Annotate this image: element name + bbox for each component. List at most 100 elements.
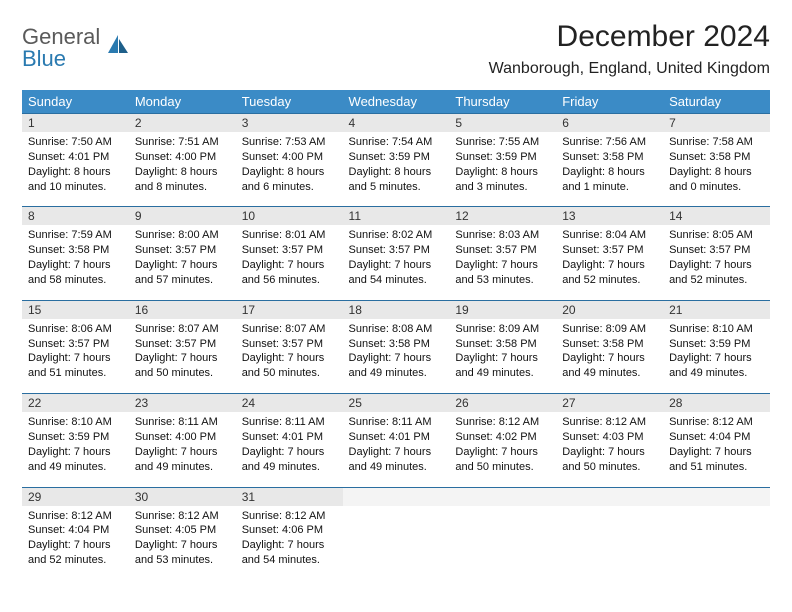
daylight-line-2: and 53 minutes. — [135, 553, 230, 568]
daylight-line-2: and 1 minute. — [562, 180, 657, 195]
daylight-line-1: Daylight: 8 hours — [242, 165, 337, 180]
day-details: Sunrise: 8:01 AMSunset: 3:57 PMDaylight:… — [236, 225, 343, 291]
day-number: 8 — [22, 206, 129, 225]
day-number: 21 — [663, 300, 770, 319]
sunset-line: Sunset: 4:05 PM — [135, 523, 230, 538]
brand-word-top: General — [22, 26, 100, 48]
calendar-table: Sunday Monday Tuesday Wednesday Thursday… — [22, 90, 770, 572]
daylight-line-2: and 49 minutes. — [135, 460, 230, 475]
calendar-day-cell — [663, 487, 770, 572]
empty-day-cell — [343, 487, 450, 506]
day-number: 16 — [129, 300, 236, 319]
sunset-line: Sunset: 4:02 PM — [455, 430, 550, 445]
day-number: 25 — [343, 393, 450, 412]
daylight-line-2: and 57 minutes. — [135, 273, 230, 288]
day-number: 11 — [343, 206, 450, 225]
day-details: Sunrise: 8:07 AMSunset: 3:57 PMDaylight:… — [129, 319, 236, 385]
daylight-line-1: Daylight: 7 hours — [135, 351, 230, 366]
calendar-day-cell — [556, 487, 663, 572]
day-number: 17 — [236, 300, 343, 319]
sunrise-line: Sunrise: 7:50 AM — [28, 135, 123, 150]
sunrise-line: Sunrise: 7:51 AM — [135, 135, 230, 150]
day-number: 3 — [236, 113, 343, 132]
day-details: Sunrise: 8:12 AMSunset: 4:04 PMDaylight:… — [663, 412, 770, 478]
day-details: Sunrise: 7:50 AMSunset: 4:01 PMDaylight:… — [22, 132, 129, 198]
brand-logo: General Blue — [22, 20, 130, 70]
day-details: Sunrise: 8:12 AMSunset: 4:06 PMDaylight:… — [236, 506, 343, 572]
calendar-day-cell: 3Sunrise: 7:53 AMSunset: 4:00 PMDaylight… — [236, 113, 343, 198]
daylight-line-2: and 0 minutes. — [669, 180, 764, 195]
daylight-line-1: Daylight: 8 hours — [669, 165, 764, 180]
sunset-line: Sunset: 3:59 PM — [28, 430, 123, 445]
sunset-line: Sunset: 4:01 PM — [349, 430, 444, 445]
day-details: Sunrise: 8:12 AMSunset: 4:05 PMDaylight:… — [129, 506, 236, 572]
day-number: 28 — [663, 393, 770, 412]
daylight-line-2: and 49 minutes. — [349, 366, 444, 381]
calendar-day-cell: 14Sunrise: 8:05 AMSunset: 3:57 PMDayligh… — [663, 206, 770, 291]
weekday-header: Wednesday — [343, 90, 450, 113]
calendar-day-cell: 25 Sunrise: 8:11 AMSunset: 4:01 PMDayligh… — [343, 393, 450, 478]
calendar-day-cell: 7Sunrise: 7:58 AMSunset: 3:58 PMDaylight… — [663, 113, 770, 198]
day-details: Sunrise: 7:58 AMSunset: 3:58 PMDaylight:… — [663, 132, 770, 198]
sunrise-line: Sunrise: 8:07 AM — [242, 322, 337, 337]
sunrise-line: Sunrise: 7:53 AM — [242, 135, 337, 150]
sunrise-line: Sunrise: 8:05 AM — [669, 228, 764, 243]
daylight-line-2: and 58 minutes. — [28, 273, 123, 288]
calendar-day-cell: 17Sunrise: 8:07 AMSunset: 3:57 PMDayligh… — [236, 300, 343, 385]
sunrise-line: Sunrise: 8:12 AM — [455, 415, 550, 430]
weekday-header: Thursday — [449, 90, 556, 113]
day-details: Sunrise: 8:02 AMSunset: 3:57 PMDaylight:… — [343, 225, 450, 291]
day-details: Sunrise: 8:00 AMSunset: 3:57 PMDaylight:… — [129, 225, 236, 291]
sunset-line: Sunset: 4:00 PM — [135, 430, 230, 445]
daylight-line-2: and 8 minutes. — [135, 180, 230, 195]
sunset-line: Sunset: 3:58 PM — [455, 337, 550, 352]
day-details: Sunrise: 8:11 AMSunset: 4:00 PMDaylight:… — [129, 412, 236, 478]
daylight-line-2: and 49 minutes. — [28, 460, 123, 475]
calendar-day-cell: 26Sunrise: 8:12 AMSunset: 4:02 PMDayligh… — [449, 393, 556, 478]
calendar-day-cell: 4Sunrise: 7:54 AMSunset: 3:59 PMDaylight… — [343, 113, 450, 198]
sunrise-line: Sunrise: 7:56 AM — [562, 135, 657, 150]
empty-day-cell — [663, 487, 770, 506]
calendar-day-cell: 27Sunrise: 8:12 AMSunset: 4:03 PMDayligh… — [556, 393, 663, 478]
day-number: 23 — [129, 393, 236, 412]
calendar-day-cell: 16Sunrise: 8:07 AMSunset: 3:57 PMDayligh… — [129, 300, 236, 385]
daylight-line-1: Daylight: 7 hours — [669, 351, 764, 366]
sunrise-line: Sunrise: 8:08 AM — [349, 322, 444, 337]
sunset-line: Sunset: 3:57 PM — [242, 243, 337, 258]
daylight-line-1: Daylight: 7 hours — [349, 258, 444, 273]
day-details: Sunrise: 8:09 AMSunset: 3:58 PMDaylight:… — [556, 319, 663, 385]
daylight-line-2: and 56 minutes. — [242, 273, 337, 288]
day-details: Sunrise: 8:08 AMSunset: 3:58 PMDaylight:… — [343, 319, 450, 385]
sunset-line: Sunset: 3:57 PM — [28, 337, 123, 352]
day-number: 15 — [22, 300, 129, 319]
calendar-day-cell — [449, 487, 556, 572]
daylight-line-1: Daylight: 7 hours — [349, 445, 444, 460]
calendar-day-cell: 15Sunrise: 8:06 AMSunset: 3:57 PMDayligh… — [22, 300, 129, 385]
calendar-day-cell: 24Sunrise: 8:11 AMSunset: 4:01 PMDayligh… — [236, 393, 343, 478]
sunrise-line: Sunrise: 8:09 AM — [562, 322, 657, 337]
daylight-line-1: Daylight: 7 hours — [669, 258, 764, 273]
sunset-line: Sunset: 3:59 PM — [669, 337, 764, 352]
calendar-day-cell: 21Sunrise: 8:10 AMSunset: 3:59 PMDayligh… — [663, 300, 770, 385]
calendar-week-row: 15Sunrise: 8:06 AMSunset: 3:57 PMDayligh… — [22, 300, 770, 385]
day-details: Sunrise: 8:12 AMSunset: 4:02 PMDaylight:… — [449, 412, 556, 478]
day-number: 22 — [22, 393, 129, 412]
day-details: Sunrise: 8:12 AMSunset: 4:03 PMDaylight:… — [556, 412, 663, 478]
calendar-day-cell: 11Sunrise: 8:02 AMSunset: 3:57 PMDayligh… — [343, 206, 450, 291]
sunrise-line: Sunrise: 8:11 AM — [349, 415, 444, 430]
empty-day-cell — [449, 487, 556, 506]
sunrise-line: Sunrise: 8:10 AM — [28, 415, 123, 430]
day-details: Sunrise: 8:06 AMSunset: 3:57 PMDaylight:… — [22, 319, 129, 385]
day-number: 12 — [449, 206, 556, 225]
location-line: Wanborough, England, United Kingdom — [489, 60, 770, 78]
daylight-line-2: and 49 minutes. — [242, 460, 337, 475]
day-details: Sunrise: 7:59 AMSunset: 3:58 PMDaylight:… — [22, 225, 129, 291]
sunrise-line: Sunrise: 8:06 AM — [28, 322, 123, 337]
sunset-line: Sunset: 4:04 PM — [28, 523, 123, 538]
day-details: Sunrise: 8:03 AMSunset: 3:57 PMDaylight:… — [449, 225, 556, 291]
sunrise-line: Sunrise: 7:54 AM — [349, 135, 444, 150]
daylight-line-2: and 50 minutes. — [562, 460, 657, 475]
calendar-day-cell: 22Sunrise: 8:10 AMSunset: 3:59 PMDayligh… — [22, 393, 129, 478]
day-number: 19 — [449, 300, 556, 319]
calendar-day-cell: 12Sunrise: 8:03 AMSunset: 3:57 PMDayligh… — [449, 206, 556, 291]
